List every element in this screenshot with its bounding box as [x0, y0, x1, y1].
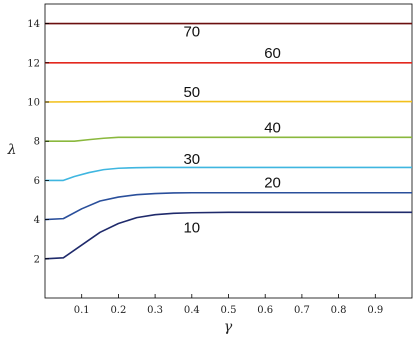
x-tick-label: 0.3: [147, 305, 163, 316]
curve-label-30: 30: [183, 151, 200, 168]
y-tick-label: 8: [34, 137, 40, 148]
y-tick-label: 10: [27, 98, 40, 109]
plot-area: [44, 3, 413, 299]
series-line-10: [44, 211, 412, 260]
series-line-30: [45, 166, 412, 182]
y-tick-label: 12: [27, 58, 40, 69]
series-line-20: [44, 191, 412, 221]
x-tick-label: 0.1: [74, 305, 90, 316]
curve-label-50: 50: [183, 84, 200, 101]
series-line-40: [45, 136, 412, 142]
x-tick-label: 0.5: [221, 305, 237, 316]
x-axis-label: γ: [224, 319, 233, 335]
curve-label-40: 40: [264, 119, 281, 136]
x-tick-label: 0.2: [110, 305, 126, 316]
y-tick-label: 6: [34, 176, 40, 187]
x-tick-label: 0.7: [294, 305, 310, 316]
x-tick-label: 0.8: [331, 305, 347, 316]
curve-label-60: 60: [264, 45, 281, 62]
x-tick-label: 0.6: [257, 305, 273, 316]
y-tick-label: 14: [27, 19, 40, 30]
y-tick-label: 4: [34, 215, 40, 226]
curve-group: [44, 22, 412, 260]
tick-group: 0.1 0.2 0.3 0.4 0.5 0.6 0.7 0.8 0.9 2 4 6 8 10 12 14: [27, 19, 383, 316]
x-tick-label: 0.4: [184, 305, 200, 316]
curve-label-20: 20: [264, 174, 281, 191]
curve-label-group: 10 20 30 40 50 60 70: [183, 23, 280, 236]
curve-label-10: 10: [183, 219, 200, 236]
y-tick-label: 2: [34, 254, 40, 265]
x-tick-label: 0.9: [367, 305, 383, 316]
curve-label-70: 70: [183, 23, 200, 40]
y-axis-label: λ: [7, 142, 17, 158]
